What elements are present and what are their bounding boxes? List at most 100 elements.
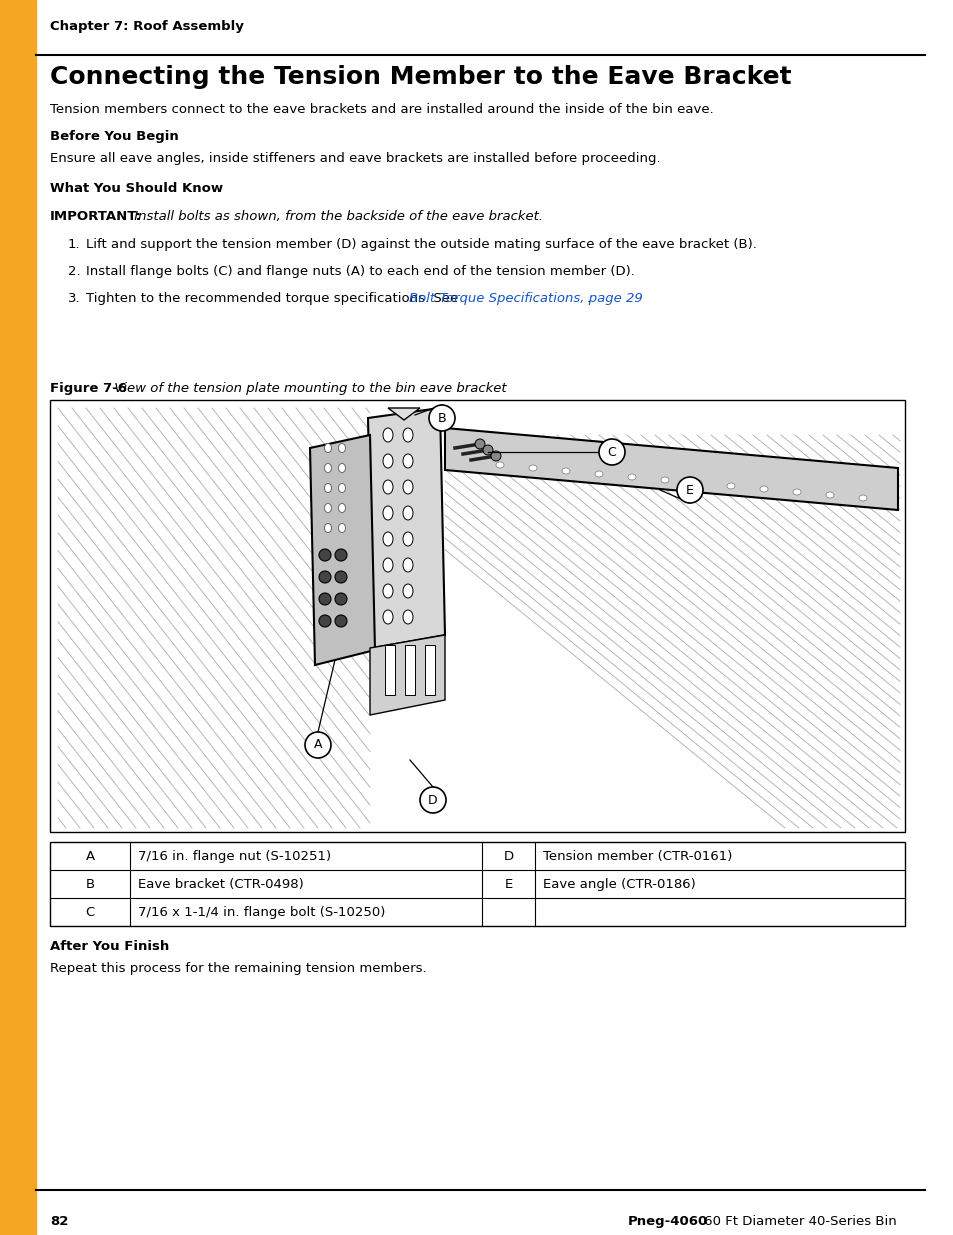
Text: A: A (86, 850, 94, 863)
Ellipse shape (382, 429, 393, 442)
Text: Install flange bolts (C) and flange nuts (A) to each end of the tension member (: Install flange bolts (C) and flange nuts… (86, 266, 634, 278)
Text: Before You Begin: Before You Begin (50, 130, 178, 143)
Circle shape (318, 593, 331, 605)
Circle shape (305, 732, 331, 758)
Text: Chapter 7: Roof Assembly: Chapter 7: Roof Assembly (50, 20, 244, 33)
Ellipse shape (338, 504, 345, 513)
Text: Tighten to the recommended torque specifications. See: Tighten to the recommended torque specif… (86, 291, 462, 305)
Ellipse shape (402, 610, 413, 624)
Ellipse shape (324, 524, 331, 532)
Ellipse shape (726, 483, 734, 489)
Ellipse shape (338, 483, 345, 493)
Text: Eave bracket (CTR-0498): Eave bracket (CTR-0498) (138, 878, 303, 890)
Circle shape (475, 438, 484, 450)
Text: B: B (437, 411, 446, 425)
Ellipse shape (496, 462, 503, 468)
Ellipse shape (402, 480, 413, 494)
Bar (0, 0, 36, 1235)
Ellipse shape (382, 558, 393, 572)
Bar (405, 645, 415, 695)
Text: C: C (607, 446, 616, 458)
Ellipse shape (402, 506, 413, 520)
Ellipse shape (693, 480, 701, 487)
Ellipse shape (324, 483, 331, 493)
Ellipse shape (627, 474, 636, 480)
Circle shape (598, 438, 624, 466)
Text: E: E (504, 878, 512, 890)
Ellipse shape (402, 454, 413, 468)
Text: What You Should Know: What You Should Know (50, 182, 223, 195)
Circle shape (318, 550, 331, 561)
Text: B: B (86, 878, 94, 890)
Text: Eave angle (CTR-0186): Eave angle (CTR-0186) (542, 878, 695, 890)
Ellipse shape (529, 466, 537, 471)
Text: Bolt Torque Specifications, page 29: Bolt Torque Specifications, page 29 (409, 291, 642, 305)
Text: Ensure all eave angles, inside stiffeners and eave brackets are installed before: Ensure all eave angles, inside stiffener… (50, 152, 659, 165)
Circle shape (335, 615, 347, 627)
Text: D: D (428, 794, 437, 806)
Circle shape (677, 477, 702, 503)
Ellipse shape (792, 489, 801, 495)
Text: 1.: 1. (68, 238, 81, 251)
Ellipse shape (402, 429, 413, 442)
Circle shape (491, 451, 500, 461)
Polygon shape (370, 635, 444, 715)
Text: Repeat this process for the remaining tension members.: Repeat this process for the remaining te… (50, 962, 426, 974)
Ellipse shape (382, 610, 393, 624)
Ellipse shape (595, 471, 602, 477)
Text: Pneg-4060: Pneg-4060 (627, 1215, 707, 1228)
Ellipse shape (324, 463, 331, 473)
Ellipse shape (402, 584, 413, 598)
Circle shape (335, 593, 347, 605)
Circle shape (419, 787, 446, 813)
Text: E: E (685, 483, 693, 496)
Text: 7/16 x 1-1/4 in. flange bolt (S-10250): 7/16 x 1-1/4 in. flange bolt (S-10250) (138, 906, 385, 919)
Ellipse shape (324, 504, 331, 513)
Text: 82: 82 (50, 1215, 69, 1228)
Ellipse shape (660, 477, 668, 483)
Ellipse shape (382, 584, 393, 598)
Polygon shape (368, 408, 444, 648)
Polygon shape (444, 429, 897, 510)
Bar (50, 400, 904, 832)
Text: Tension members connect to the eave brackets and are installed around the inside: Tension members connect to the eave brac… (50, 103, 713, 116)
Text: 7/16 in. flange nut (S-10251): 7/16 in. flange nut (S-10251) (138, 850, 331, 863)
Ellipse shape (382, 454, 393, 468)
Ellipse shape (825, 492, 833, 498)
Ellipse shape (858, 495, 866, 501)
Ellipse shape (382, 506, 393, 520)
Circle shape (318, 615, 331, 627)
Polygon shape (388, 408, 419, 420)
Text: View of the tension plate mounting to the bin eave bracket: View of the tension plate mounting to th… (110, 382, 506, 395)
Text: A: A (314, 739, 322, 752)
Ellipse shape (338, 524, 345, 532)
Ellipse shape (382, 480, 393, 494)
Bar (424, 645, 435, 695)
Text: 60 Ft Diameter 40-Series Bin: 60 Ft Diameter 40-Series Bin (700, 1215, 896, 1228)
Text: IMPORTANT:: IMPORTANT: (50, 210, 142, 224)
Text: D: D (503, 850, 513, 863)
Bar (50, 842, 904, 926)
Text: C: C (85, 906, 94, 919)
Ellipse shape (760, 487, 767, 492)
Circle shape (335, 571, 347, 583)
Ellipse shape (561, 468, 569, 474)
Circle shape (429, 405, 455, 431)
Text: After You Finish: After You Finish (50, 940, 169, 953)
Ellipse shape (382, 532, 393, 546)
Bar (385, 645, 395, 695)
Text: .: . (586, 291, 591, 305)
Text: 2.: 2. (68, 266, 81, 278)
Polygon shape (310, 435, 375, 664)
Text: Connecting the Tension Member to the Eave Bracket: Connecting the Tension Member to the Eav… (50, 65, 791, 89)
Circle shape (335, 550, 347, 561)
Text: Tension member (CTR-0161): Tension member (CTR-0161) (542, 850, 732, 863)
Ellipse shape (338, 463, 345, 473)
Circle shape (482, 445, 493, 454)
Text: Lift and support the tension member (D) against the outside mating surface of th: Lift and support the tension member (D) … (86, 238, 756, 251)
Ellipse shape (402, 558, 413, 572)
Text: Install bolts as shown, from the backside of the eave bracket.: Install bolts as shown, from the backsid… (130, 210, 542, 224)
Ellipse shape (402, 532, 413, 546)
Circle shape (318, 571, 331, 583)
Ellipse shape (324, 443, 331, 452)
